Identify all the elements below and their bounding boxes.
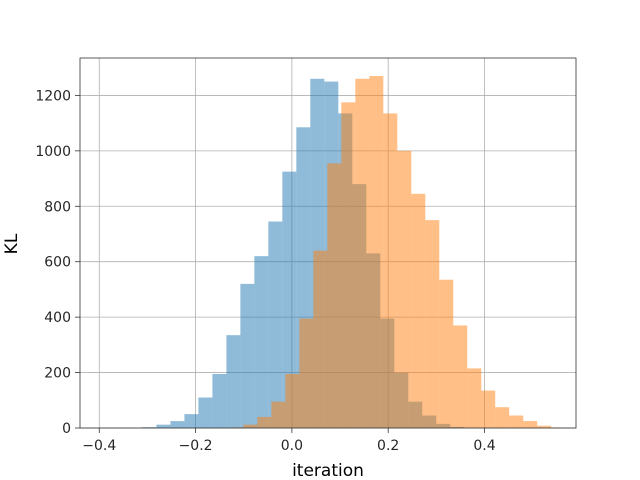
histogram-bar bbox=[226, 335, 241, 428]
histogram-bar bbox=[509, 415, 524, 428]
plot-frame bbox=[79, 57, 577, 429]
x-tick-label: 0.4 bbox=[473, 438, 495, 454]
histogram-bar bbox=[170, 421, 185, 428]
histogram-bars bbox=[142, 76, 566, 429]
y-tick-label: 400 bbox=[44, 310, 71, 326]
histogram-bar bbox=[268, 221, 283, 428]
histogram-bar bbox=[369, 76, 384, 428]
histogram-bar bbox=[439, 279, 454, 428]
histogram-bar bbox=[142, 427, 157, 428]
histogram-bar bbox=[327, 163, 342, 428]
x-axis-label: iteration bbox=[292, 461, 364, 480]
y-tick-label: 200 bbox=[44, 366, 71, 382]
x-tick-label: 0.2 bbox=[377, 438, 399, 454]
histogram-bar bbox=[341, 102, 356, 428]
y-axis-label: KL bbox=[2, 233, 22, 254]
histogram-bar bbox=[467, 368, 482, 428]
histogram-bar bbox=[299, 318, 314, 428]
histogram-bar bbox=[397, 150, 412, 428]
histogram-bar bbox=[212, 373, 227, 428]
y-axis-ticks: 0 200 400 600 800 1000 1200 bbox=[35, 88, 80, 437]
histogram-bar bbox=[453, 325, 468, 428]
histogram-bar bbox=[411, 193, 426, 428]
histogram-bar bbox=[156, 424, 171, 428]
histogram-bar bbox=[198, 397, 213, 428]
histogram-bar bbox=[425, 220, 440, 428]
x-tick-label: 0.0 bbox=[281, 438, 303, 454]
histogram-bar bbox=[313, 250, 328, 428]
y-tick-label: 0 bbox=[62, 421, 71, 437]
histogram-bar bbox=[243, 424, 258, 428]
histogram-bar bbox=[282, 171, 297, 428]
histogram-bar bbox=[184, 414, 199, 428]
histogram-bar bbox=[537, 425, 552, 428]
histogram-bar bbox=[523, 421, 538, 428]
histogram-bar bbox=[481, 390, 496, 428]
histogram-bar bbox=[495, 407, 510, 428]
y-tick-label: 800 bbox=[44, 199, 71, 215]
x-axis-ticks: −0.4 −0.2 0.0 0.2 0.4 bbox=[82, 428, 496, 454]
histogram-bar bbox=[254, 256, 269, 428]
x-tick-label: −0.2 bbox=[179, 438, 213, 454]
y-tick-label: 600 bbox=[44, 255, 71, 271]
histogram-bar bbox=[355, 78, 370, 429]
y-tick-label: 1000 bbox=[35, 144, 71, 160]
x-tick-label: −0.4 bbox=[82, 438, 116, 454]
histogram-bar bbox=[240, 283, 255, 428]
histogram-bar bbox=[257, 416, 272, 428]
histogram-bar bbox=[271, 401, 286, 428]
series-1 bbox=[229, 76, 566, 429]
histogram-bar bbox=[383, 113, 398, 428]
histogram-bar bbox=[285, 373, 300, 428]
y-tick-label: 1200 bbox=[35, 88, 71, 104]
